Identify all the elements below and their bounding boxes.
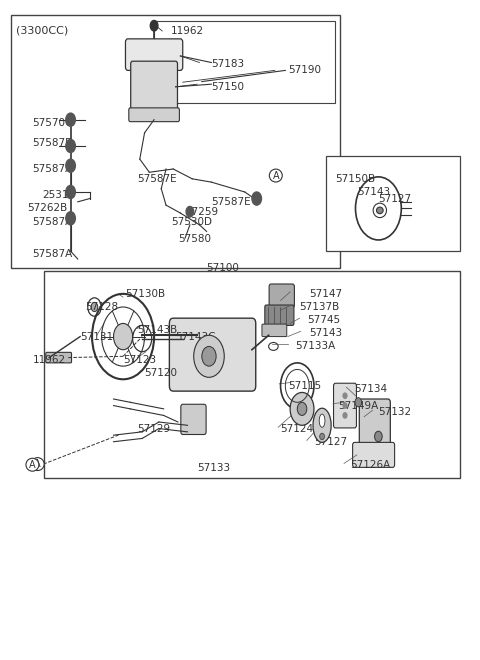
Text: 57126A: 57126A [350,460,390,470]
Text: 57120: 57120 [144,368,178,378]
Text: 57587A: 57587A [33,249,72,259]
Text: 57262B: 57262B [28,203,68,213]
FancyBboxPatch shape [169,318,256,391]
FancyBboxPatch shape [265,305,294,325]
Text: 57143C: 57143C [176,331,216,342]
Circle shape [66,159,75,172]
Circle shape [66,113,75,126]
Text: A: A [29,460,36,470]
Text: 57745: 57745 [307,315,340,325]
Circle shape [66,212,75,225]
Text: 11962: 11962 [33,354,66,364]
Circle shape [194,335,224,378]
Text: A: A [35,459,41,469]
Text: 57128: 57128 [85,302,118,312]
Text: 57150: 57150 [211,82,244,92]
Text: 57130B: 57130B [125,289,166,299]
Text: A: A [273,170,279,181]
Text: 57587A: 57587A [33,216,72,226]
Text: 11962: 11962 [171,26,204,36]
Text: (3300CC): (3300CC) [16,26,68,36]
FancyBboxPatch shape [269,284,294,308]
Circle shape [91,302,98,312]
Text: 57100: 57100 [206,263,240,273]
Bar [326,156,459,251]
Text: 57150B: 57150B [336,174,375,184]
Circle shape [66,185,75,199]
Text: 57127: 57127 [314,437,347,447]
Text: 57129: 57129 [137,424,170,434]
Text: 57580: 57580 [178,234,211,244]
FancyBboxPatch shape [129,108,180,121]
Text: 57259: 57259 [185,207,218,216]
Bar [44,271,459,478]
Circle shape [114,323,132,350]
Text: 57570C: 57570C [33,118,73,128]
Text: 57134: 57134 [355,384,388,394]
Circle shape [355,398,362,407]
Text: 57131: 57131 [80,331,113,342]
Circle shape [186,207,194,217]
Circle shape [297,403,307,415]
FancyBboxPatch shape [125,39,183,71]
FancyBboxPatch shape [46,352,72,363]
Text: 57587D: 57587D [33,138,73,148]
Circle shape [343,403,347,408]
Text: 57137B: 57137B [300,302,340,312]
Circle shape [374,431,382,442]
Text: 57147: 57147 [309,289,342,299]
Text: 25314: 25314 [42,190,75,200]
Circle shape [343,393,347,399]
Text: 57133A: 57133A [295,341,335,351]
Circle shape [66,139,75,152]
Circle shape [202,346,216,366]
Ellipse shape [376,207,383,214]
Text: 57190: 57190 [288,65,321,75]
Text: 57143: 57143 [357,187,390,197]
FancyBboxPatch shape [262,324,287,337]
Circle shape [343,412,347,418]
Text: 57132: 57132 [378,407,411,417]
Text: 57530D: 57530D [171,216,212,226]
Ellipse shape [319,414,325,427]
Text: 57143B: 57143B [137,325,178,335]
Bar [11,15,340,267]
FancyBboxPatch shape [353,442,395,467]
FancyBboxPatch shape [360,399,390,445]
Circle shape [252,192,262,205]
Text: 57123: 57123 [123,354,156,364]
FancyBboxPatch shape [131,61,178,116]
Text: 57124: 57124 [281,424,314,434]
Text: 57587E: 57587E [137,174,177,184]
Text: 57183: 57183 [211,59,244,69]
FancyBboxPatch shape [334,383,357,428]
Circle shape [150,20,158,31]
Text: 57587A: 57587A [33,164,72,174]
Circle shape [320,433,324,440]
Text: 57133: 57133 [197,463,230,473]
Text: 57115: 57115 [288,381,321,391]
Bar [154,21,336,103]
Ellipse shape [313,408,331,442]
FancyBboxPatch shape [181,405,206,434]
Text: 57149A: 57149A [338,401,378,411]
Circle shape [290,393,314,425]
Text: 57587E: 57587E [211,197,251,207]
Text: 57143: 57143 [309,328,342,339]
Text: 57127: 57127 [378,193,411,203]
